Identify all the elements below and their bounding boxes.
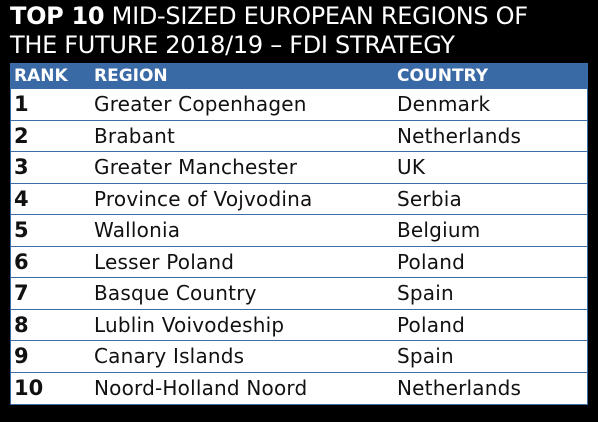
country-cell: Netherlands (397, 375, 522, 400)
region-cell: Canary Islands (94, 344, 245, 368)
country-cell: Poland (397, 249, 465, 274)
rank-cell: 6 (14, 249, 29, 274)
country-cell: Serbia (397, 186, 462, 211)
table-row: 7 Basque Country Spain (11, 278, 587, 310)
table-body: 1 Greater Copenhagen Denmark 2 Brabant Nether… (11, 89, 587, 404)
header-region: REGION (94, 66, 168, 86)
rank-cell: 1 (14, 92, 29, 116)
rank-cell: 9 (14, 344, 29, 368)
table-row: 10 Noord-Holland Noord Netherlands (11, 373, 587, 405)
region-cell: Province of Vojvodina (94, 186, 313, 211)
rank-cell: 3 (14, 155, 29, 179)
region-cell: Greater Copenhagen (94, 92, 307, 116)
rank-cell: 2 (14, 123, 29, 148)
region-cell: Greater Manchester (94, 155, 298, 179)
table-row: 4 Province of Vojvodina Serbia (11, 184, 587, 215)
country-cell: Netherlands (397, 123, 522, 148)
table-row: 1 Greater Copenhagen Denmark (11, 89, 587, 121)
rank-cell: 5 (14, 218, 29, 242)
country-cell: Spain (397, 344, 454, 368)
region-cell: Wallonia (94, 218, 181, 242)
country-cell: Spain (397, 281, 454, 305)
table-header: RANK REGION COUNTRY (11, 64, 587, 89)
title-line-2: THE FUTURE 2018/19 – FDI STRATEGY (10, 31, 455, 59)
rankings-table: RANK REGION COUNTRY 1 Greater Copenhagen D… (10, 63, 588, 405)
rank-cell: 8 (14, 312, 29, 337)
table-row: 6 Lesser Poland Poland (11, 247, 587, 278)
title-line-1-rest: MID-SIZED EUROPEAN REGIONS OF (104, 2, 528, 30)
country-cell: UK (397, 155, 426, 179)
page-title: TOP 10 MID-SIZED EUROPEAN REGIONS OF THE… (10, 2, 592, 60)
country-cell: Belgium (397, 218, 481, 242)
title-line-1: TOP 10 MID-SIZED EUROPEAN REGIONS OF (10, 2, 592, 31)
header-rank: RANK (14, 66, 68, 86)
table-row: 5 Wallonia Belgium (11, 215, 587, 247)
table-row: 9 Canary Islands Spain (11, 341, 587, 373)
region-cell: Basque Country (94, 281, 257, 305)
table-row: 3 Greater Manchester UK (11, 152, 587, 184)
title-lead: TOP 10 (10, 2, 105, 30)
rank-cell: 4 (14, 186, 29, 211)
rank-cell: 10 (14, 375, 44, 400)
region-cell: Brabant (94, 123, 176, 148)
table-row: 8 Lublin Voivodeship Poland (11, 310, 587, 341)
region-cell: Lesser Poland (94, 249, 235, 274)
region-cell: Lublin Voivodeship (94, 312, 285, 337)
country-cell: Poland (397, 312, 465, 337)
country-cell: Denmark (397, 92, 491, 116)
region-cell: Noord-Holland Noord (94, 375, 308, 400)
table-row: 2 Brabant Netherlands (11, 121, 587, 152)
rank-cell: 7 (14, 281, 29, 305)
header-country: COUNTRY (397, 66, 489, 86)
